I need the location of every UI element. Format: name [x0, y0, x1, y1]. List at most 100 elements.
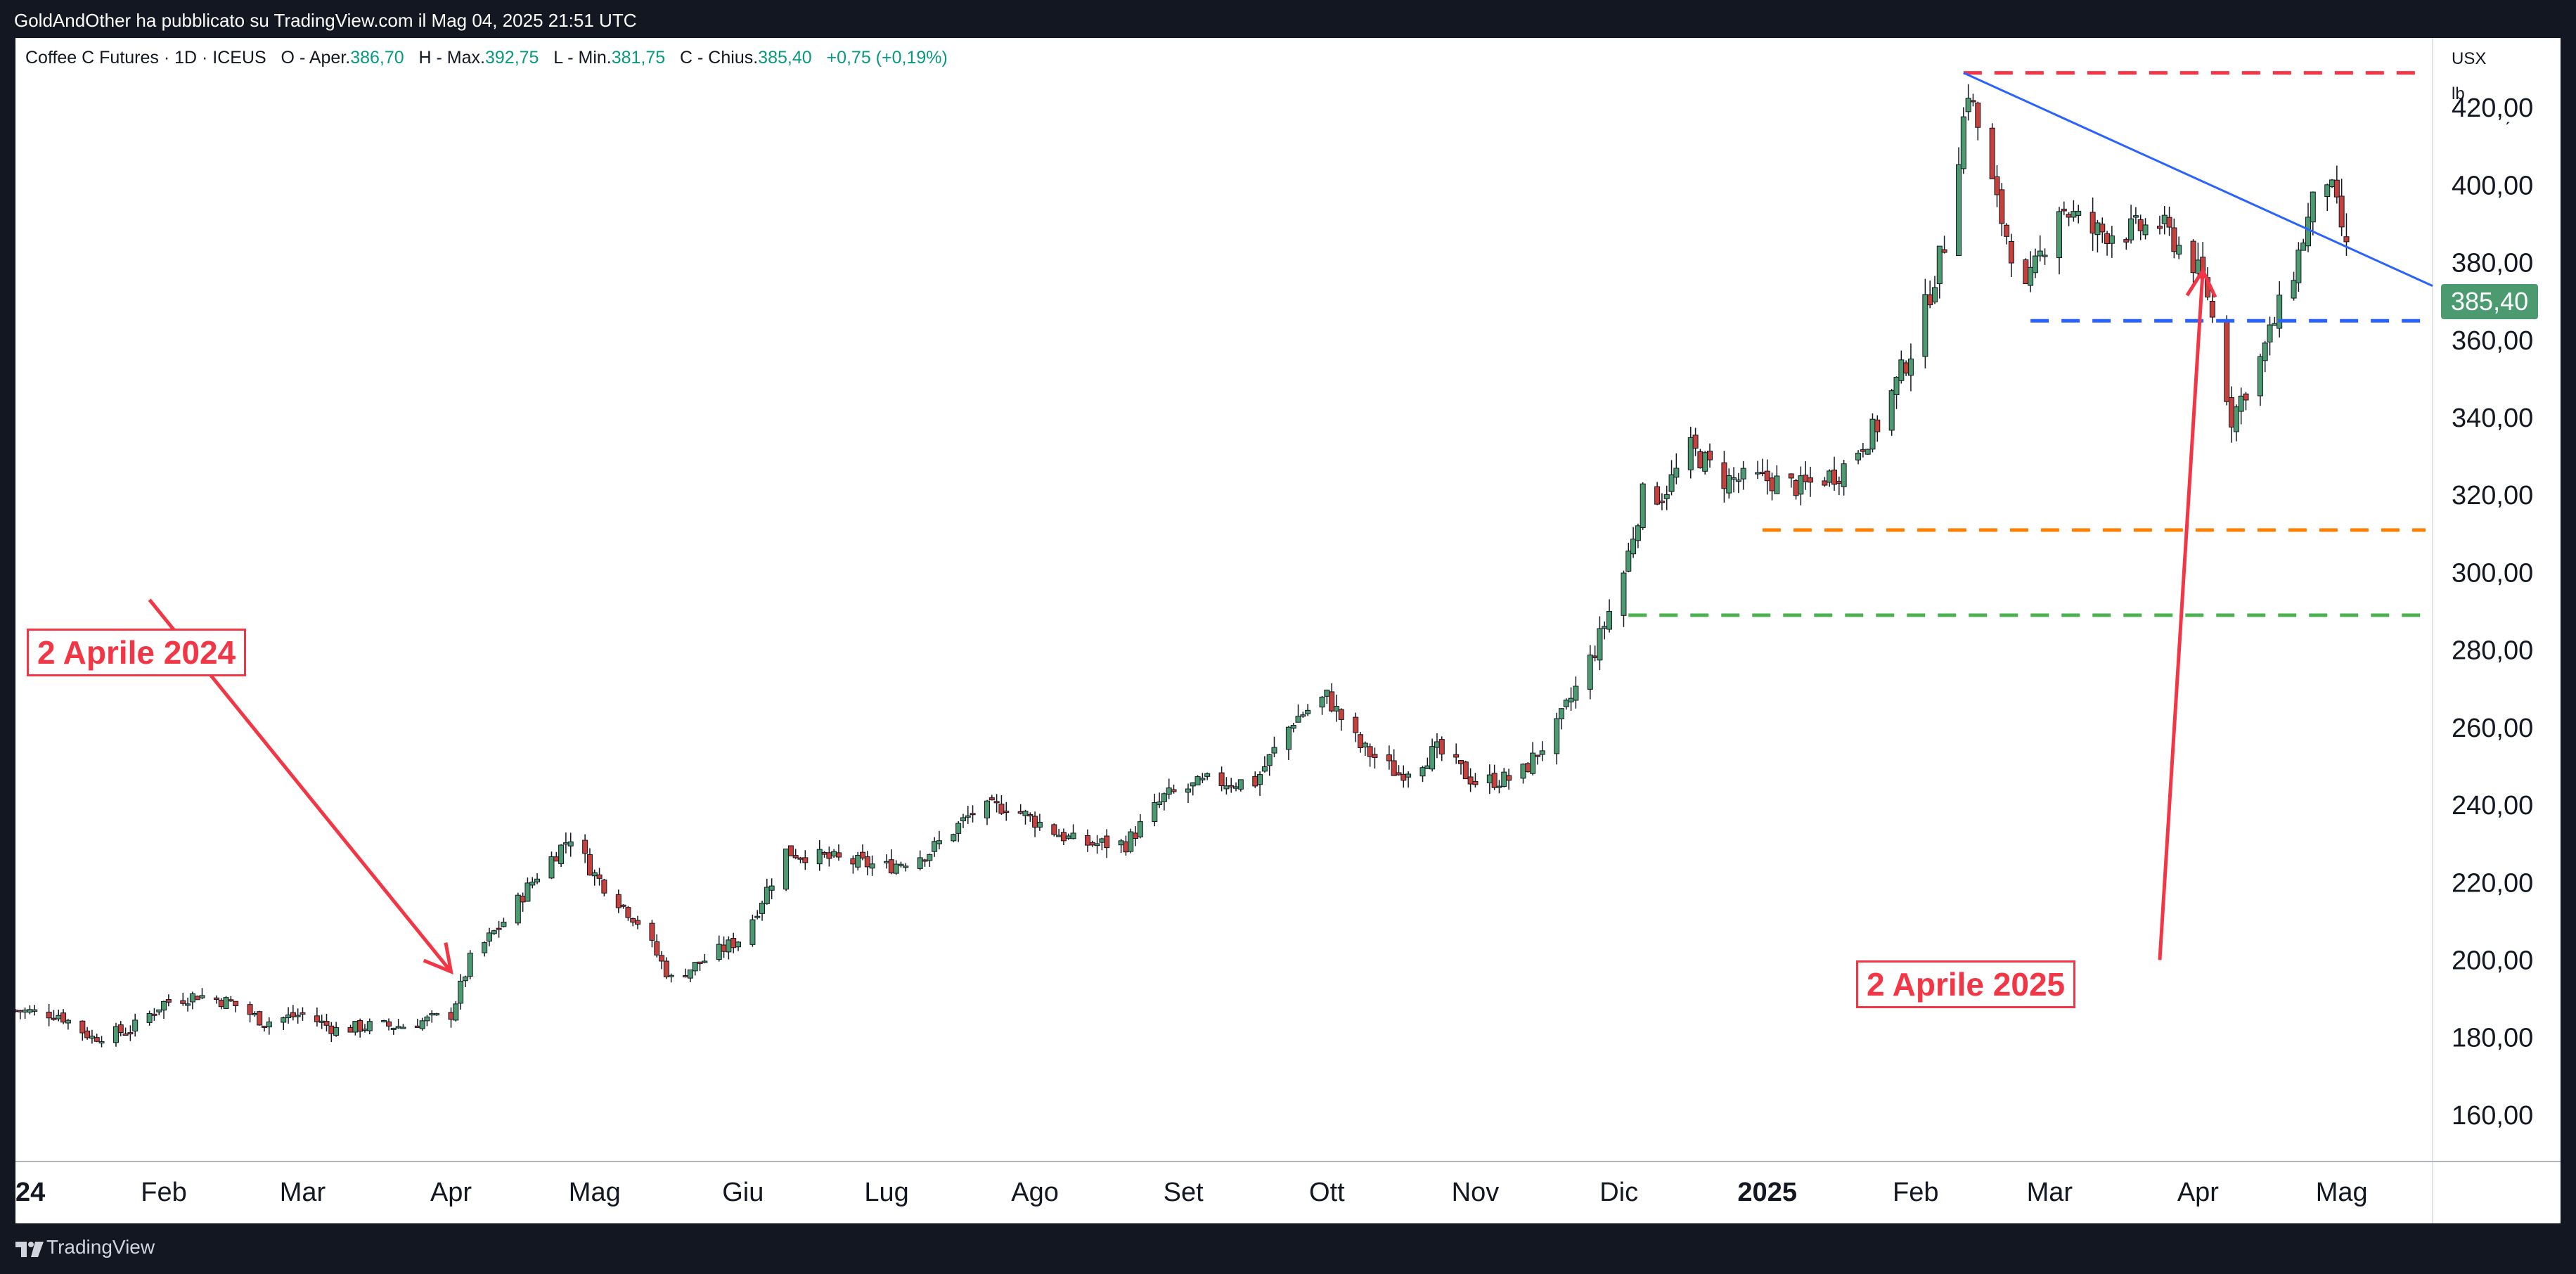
candle-body — [1956, 164, 1962, 257]
candle-body — [1539, 750, 1545, 755]
candle-body — [1721, 462, 1727, 489]
candle-body — [1405, 773, 1412, 778]
candle-body — [2324, 184, 2331, 198]
candle-body — [1740, 468, 1746, 480]
candle-body — [1271, 747, 1277, 754]
candle-body — [562, 842, 569, 845]
candle-body — [1568, 697, 1574, 702]
candle-body — [2267, 324, 2273, 342]
candle-body — [998, 804, 1005, 814]
candle-body — [400, 1027, 406, 1029]
candle-body — [262, 1025, 268, 1028]
chart-frame[interactable]: 160,00 180,00 200,00 220,00 240,00 260,00 280,… — [15, 38, 2561, 1223]
candle-body — [1587, 655, 1593, 690]
candle-body — [424, 1016, 430, 1022]
candle-body — [787, 845, 794, 856]
callout-april-2025: 2 Aprile 2025 — [1856, 960, 2076, 1008]
annotation-arrow-head-icon — [2185, 266, 2217, 298]
candle-body — [17, 1010, 23, 1012]
candle-body — [1161, 793, 1167, 802]
candle-body — [936, 840, 942, 844]
candle-body — [1907, 359, 1914, 376]
candle-body — [586, 854, 593, 876]
candle-body — [1396, 772, 1402, 776]
candle-body — [1764, 470, 1770, 482]
candle-body — [1300, 714, 1306, 717]
candle-body — [1534, 754, 1540, 757]
footer-brand: TradingView — [46, 1236, 155, 1258]
candle-body — [1630, 539, 1637, 555]
x-tick-label: Mar — [280, 1178, 326, 1207]
candle-body — [735, 941, 741, 948]
candle-body — [51, 1017, 57, 1020]
candle-body — [1367, 746, 1373, 757]
candle-body — [601, 880, 607, 894]
candle-body — [2171, 227, 2177, 252]
price-chart[interactable]: 160,00 180,00 200,00 220,00 240,00 260,00 280,… — [15, 38, 2561, 1223]
y-tick-label: 160,00 — [2452, 1101, 2533, 1131]
candle-body — [1056, 835, 1062, 837]
candle-body — [1836, 481, 1842, 484]
candle-body — [2089, 212, 2096, 234]
candle-body — [1692, 435, 1699, 449]
candle-body — [2295, 250, 2302, 283]
candle-body — [520, 895, 526, 903]
y-tick-label: 380,00 — [2452, 249, 2533, 278]
candle-body — [233, 1000, 239, 1006]
candle-body — [2262, 342, 2268, 361]
candle-body — [1563, 700, 1569, 707]
candle-body — [2071, 211, 2077, 218]
x-tick-label: Apr — [2177, 1178, 2219, 1207]
candle-body — [749, 919, 756, 945]
candle-body — [1099, 838, 1105, 843]
low-label: L - Min. — [553, 48, 612, 67]
candle-body — [1640, 483, 1646, 529]
candle-body — [1462, 761, 1469, 780]
candle-body — [1261, 766, 1268, 772]
candle-body — [1798, 475, 1804, 495]
candle-body — [1051, 824, 1057, 835]
scale-chevron-icon: ˏ — [2504, 104, 2511, 125]
candle-body — [2276, 295, 2283, 329]
candle-body — [1295, 716, 1301, 723]
candle-body — [797, 857, 804, 860]
currency-label[interactable]: USX — [2452, 49, 2487, 68]
candle-body — [2128, 218, 2134, 240]
x-tick-label: Mar — [2027, 1178, 2073, 1207]
candle-body — [2338, 195, 2345, 228]
candle-body — [1333, 706, 1339, 712]
candle-body — [917, 857, 923, 869]
candle-body — [98, 1041, 105, 1044]
candle-body — [630, 918, 636, 923]
candle-body — [534, 878, 541, 882]
candle-body — [2305, 217, 2311, 247]
candle-body — [462, 976, 468, 982]
x-tick-label: Feb — [141, 1178, 186, 1207]
candle-body — [2233, 406, 2239, 432]
candle-body — [89, 1036, 95, 1039]
candle-body — [434, 1013, 440, 1016]
candle-body — [318, 1020, 325, 1023]
candle-body — [582, 839, 588, 854]
candle-body — [2137, 219, 2144, 231]
footer-bar: TradingView — [0, 1223, 2576, 1274]
candle-body — [199, 995, 205, 998]
candle-body — [1324, 689, 1330, 697]
candle-body — [821, 851, 827, 855]
candle-body — [993, 801, 1000, 804]
candle-body — [496, 927, 502, 930]
candle-body — [1319, 696, 1325, 708]
candle-body — [1827, 470, 1833, 483]
candle-body — [1137, 821, 1143, 837]
candle-body — [27, 1009, 33, 1013]
candle-body — [1190, 782, 1196, 787]
annotation-arrow-line — [2158, 270, 2205, 960]
candle-body — [951, 834, 957, 842]
candle-body — [2042, 255, 2048, 257]
candle-body — [835, 852, 842, 858]
candle-body — [281, 1017, 287, 1023]
candle-body — [1338, 709, 1344, 720]
candle-body — [591, 872, 598, 877]
unit-label[interactable]: lb — [2452, 84, 2465, 103]
